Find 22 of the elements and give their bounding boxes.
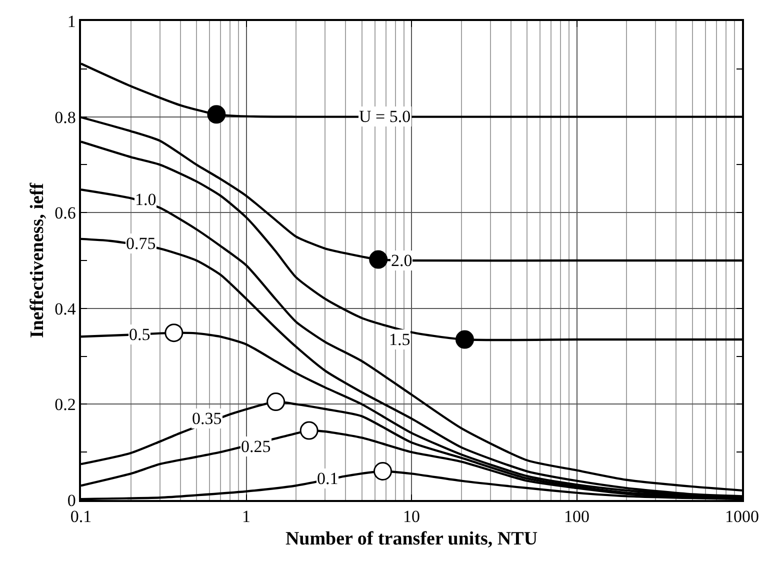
x-tick-label: 10 [403, 507, 420, 526]
annotation: 1.0 [135, 190, 156, 209]
y-tick-label: 0.8 [54, 108, 76, 127]
annotation: 0.1 [317, 469, 338, 488]
x-tick-label: 0.1 [70, 507, 92, 526]
y-tick-label: 0 [67, 490, 76, 510]
annotation: 0.5 [129, 325, 150, 344]
x-axis-title: Number of transfer units, NTU [285, 528, 538, 550]
x-tick-label: 1000 [725, 507, 759, 526]
annotation: 1.5 [389, 330, 410, 349]
annotation: U = 5.0 [359, 107, 411, 126]
annotation: 2.0 [391, 251, 412, 270]
y-tick-label: 0.6 [54, 204, 76, 223]
y-axis-title: Ineffectiveness, ieff [26, 182, 48, 338]
annotation: 0.25 [241, 437, 271, 456]
annotation: 0.75 [126, 234, 156, 253]
y-tick-label: 0.2 [54, 395, 76, 414]
x-tick-label: 100 [564, 507, 590, 526]
y-tick-label: 1 [67, 12, 76, 31]
y-tick-label: 0.4 [54, 299, 76, 318]
annotation: 0.35 [192, 409, 222, 428]
x-tick-label: 1 [242, 507, 250, 526]
